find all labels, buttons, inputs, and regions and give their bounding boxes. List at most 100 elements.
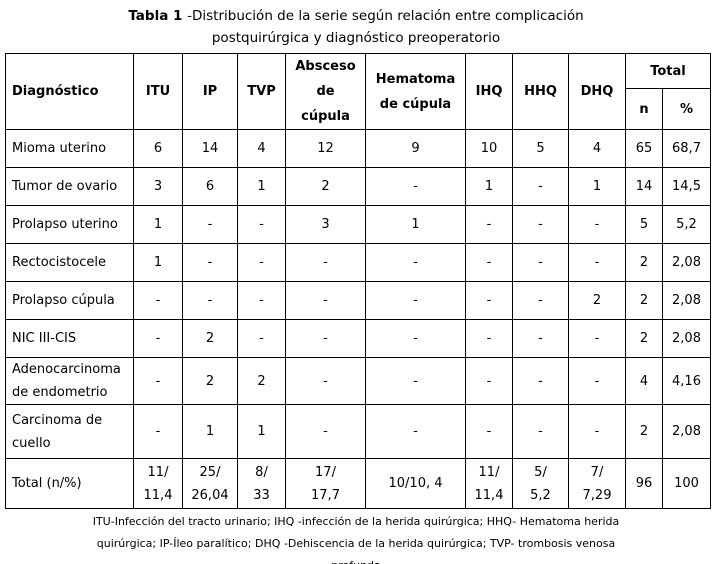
value-cell: - [512,167,569,206]
value-cell: 9 [365,129,466,168]
value-cell: - [285,243,366,282]
n-cell: 2 [625,243,663,282]
table-row: Mioma uterino 6 14 4 12 9 10 5 4 65 68,7 [5,129,711,168]
table-row: Adenocarcinoma de endometrio - 2 2 - - -… [5,357,711,405]
pct-cell: 4,16 [662,357,711,405]
header-row-1: Diagnóstico ITU IP TVP Absceso de cúpula… [5,52,711,130]
value-cell: 2 [237,357,286,405]
header-row-2: n % [6,88,711,130]
value-cell: - [133,404,183,459]
col-header-hhq: HHQ [512,53,569,130]
value-cell: 6 [133,129,183,168]
value-cell: - [285,281,366,320]
value-cell: - [182,205,238,244]
value-cell: 1 [465,167,513,206]
value-cell: - [465,205,513,244]
diagnosis-cell: Tumor de ovario [5,167,134,206]
value-cell: - [568,404,626,459]
value-cell: - [365,357,466,405]
col-header-itu: ITU [133,53,183,130]
total-value-cell: 17/ 17,7 [285,458,366,509]
value-cell: 1 [133,243,183,282]
value-cell: - [237,319,286,358]
pct-cell: 2,08 [662,243,711,282]
diagnosis-cell: Prolapso uterino [5,205,134,244]
value-cell: 14 [182,129,238,168]
pct-cell: 2,08 [662,281,711,320]
value-cell: 1 [182,404,238,459]
value-cell: - [182,281,238,320]
n-cell: 65 [625,129,663,168]
pct-cell: 14,5 [662,167,711,206]
pct-cell: 68,7 [662,129,711,168]
value-cell: - [365,404,466,459]
page-title: Tabla 1 -Distribución de la serie según … [0,0,712,49]
value-cell: 12 [285,129,366,168]
value-cell: 10 [465,129,513,168]
value-cell: 5 [512,129,569,168]
table-row: Prolapso cúpula - - - - - - - 2 2 2,08 [5,281,711,320]
value-cell: 3 [133,167,183,206]
abbreviations-footnote: ITU-Infección del tracto urinario; IHQ -… [92,515,620,564]
col-header-n: n [625,88,663,130]
value-cell: 4 [568,129,626,168]
total-pct-cell: 100 [662,458,711,509]
total-value-cell: 11/ 11,4 [133,458,183,509]
total-value-cell: 5/ 5,2 [512,458,569,509]
table-row: Prolapso uterino 1 - - 3 1 - - - 5 5,2 [5,205,711,244]
value-cell: 4 [237,129,286,168]
total-value-cell: 10/10, 4 [365,458,466,509]
col-header-dhq: DHQ [568,53,626,130]
value-cell: 1 [365,205,466,244]
n-cell: 2 [625,281,663,320]
value-cell: 6 [182,167,238,206]
value-cell: 2 [182,319,238,358]
pct-cell: 2,08 [662,404,711,459]
value-cell: - [365,243,466,282]
value-cell: - [133,319,183,358]
diagnosis-cell: Carcinoma de cuello [5,404,134,459]
diagnosis-cell: Rectocistocele [5,243,134,282]
value-cell: 2 [568,281,626,320]
table-row: Tumor de ovario 3 6 1 2 - 1 - 1 14 14,5 [5,167,711,206]
table-row: NIC III-CIS - 2 - - - - - - 2 2,08 [5,319,711,358]
n-cell: 4 [625,357,663,405]
col-header-tvp: TVP [237,53,286,130]
col-header-ihq: IHQ [465,53,513,130]
col-header-ip: IP [182,53,238,130]
value-cell: - [133,357,183,405]
value-cell: - [237,243,286,282]
total-label-cell: Total (n/%) [5,458,134,509]
distribution-table: Diagnóstico ITU IP TVP Absceso de cúpula… [5,52,711,509]
value-cell: - [568,205,626,244]
total-value-cell: 8/ 33 [237,458,286,509]
diagnosis-cell: Mioma uterino [5,129,134,168]
diagnosis-cell: Adenocarcinoma de endometrio [5,357,134,405]
n-cell: 2 [625,319,663,358]
value-cell: - [512,205,569,244]
value-cell: - [465,319,513,358]
n-cell: 14 [625,167,663,206]
value-cell: - [365,281,466,320]
value-cell: - [465,357,513,405]
total-row: Total (n/%) 11/ 11,4 25/ 26,04 8/ 33 17/… [5,458,711,509]
table-number: Tabla 1 [128,8,188,24]
value-cell: - [568,319,626,358]
value-cell: - [237,281,286,320]
col-header-pct: % [662,88,711,130]
value-cell: 2 [182,357,238,405]
value-cell: - [465,281,513,320]
table-row: Rectocistocele 1 - - - - - - - 2 2,08 [5,243,711,282]
value-cell: - [512,243,569,282]
value-cell: - [285,357,366,405]
col-header-hematoma-cupula: Hematoma de cúpula [365,53,466,130]
value-cell: 3 [285,205,366,244]
value-cell: - [285,319,366,358]
value-cell: - [512,281,569,320]
n-cell: 5 [625,205,663,244]
total-value-cell: 7/ 7,29 [568,458,626,509]
table-caption: -Distribución de la serie según relación… [187,8,584,46]
value-cell: - [512,404,569,459]
value-cell: - [512,357,569,405]
total-value-cell: 11/ 11,4 [465,458,513,509]
